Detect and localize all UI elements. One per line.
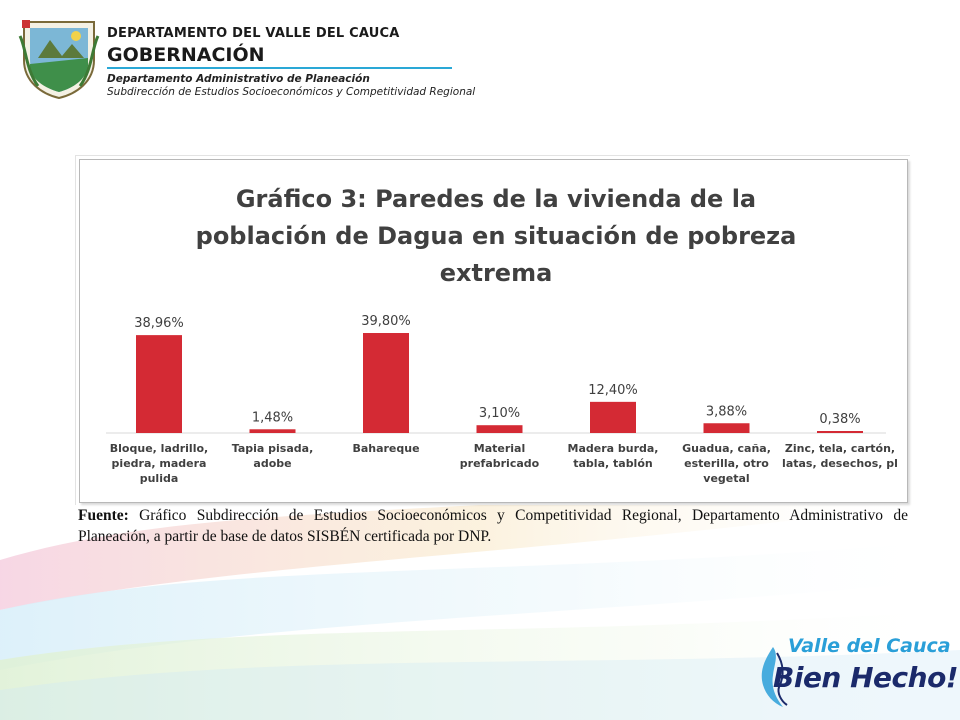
category-label: Zinc, tela, cartón, (785, 442, 895, 455)
data-label: 3,10% (479, 406, 520, 421)
logo-bottom-text: Bien Hecho! (773, 661, 959, 694)
category-label: Madera burda, (568, 442, 659, 455)
bar (476, 425, 523, 433)
department-name: DEPARTAMENTO DEL VALLE DEL CAUCA (107, 26, 400, 41)
data-label: 3,88% (706, 404, 747, 419)
data-label: 0,38% (819, 412, 860, 427)
data-label: 1,48% (252, 410, 293, 425)
bar (136, 335, 182, 433)
data-label: 39,80% (361, 314, 411, 329)
category-label: Guadua, caña, (682, 442, 771, 455)
bar (249, 429, 296, 433)
bar (703, 423, 750, 433)
bar-chart: 38,96% Bloque, ladrillo, piedra, madera pul… (106, 314, 898, 485)
subdirectorate-name: Subdirección de Estudios Socioeconómicos… (107, 86, 476, 98)
office-name: Departamento Administrativo de Planeació… (107, 73, 370, 85)
chart-title-line: extrema (439, 259, 553, 287)
chart-border (79, 159, 908, 503)
chart-title-line: población de Dagua en situación de pobre… (195, 222, 797, 250)
valle-del-cauca-logo: Valle del Cauca Bien Hecho! (755, 635, 959, 715)
category-label: tabla, tablón (573, 457, 652, 470)
coat-of-arms-icon (18, 20, 100, 100)
source-note: Fuente: Gráfico Subdirección de Estudios… (78, 505, 908, 547)
chart-panel: Gráfico 3: Paredes de la vivienda de la … (75, 155, 910, 505)
category-label: esterilla, otro (684, 457, 769, 470)
category-label: Bahareque (352, 442, 419, 455)
source-text: Gráfico Subdirección de Estudios Socioec… (78, 507, 908, 545)
category-label: Material (474, 442, 525, 455)
bar (590, 401, 636, 433)
category-label: latas, desechos, pl (782, 457, 898, 470)
bar (817, 431, 863, 433)
governance-title: GOBERNACIÓN (107, 44, 265, 66)
figure-icon (761, 647, 788, 707)
chart-title-line: Gráfico 3: Paredes de la vivienda de la (235, 185, 757, 213)
category-label: prefabricado (460, 457, 540, 470)
header-divider (107, 67, 452, 69)
data-label: 38,96% (134, 316, 184, 331)
source-label: Fuente: (78, 507, 129, 524)
category-label: piedra, madera (112, 457, 207, 470)
category-label: Tapia pisada, (232, 442, 314, 455)
category-label: adobe (253, 457, 291, 470)
category-label: Bloque, ladrillo, (110, 442, 208, 455)
category-label: vegetal (703, 472, 749, 485)
bar (363, 333, 409, 433)
data-label: 12,40% (588, 383, 638, 398)
chart-title: Gráfico 3: Paredes de la vivienda de la … (106, 181, 886, 292)
header: DEPARTAMENTO DEL VALLE DEL CAUCA GOBERNA… (18, 18, 478, 108)
logo-top-text: Valle del Cauca (788, 635, 951, 657)
category-label: pulida (140, 472, 179, 485)
